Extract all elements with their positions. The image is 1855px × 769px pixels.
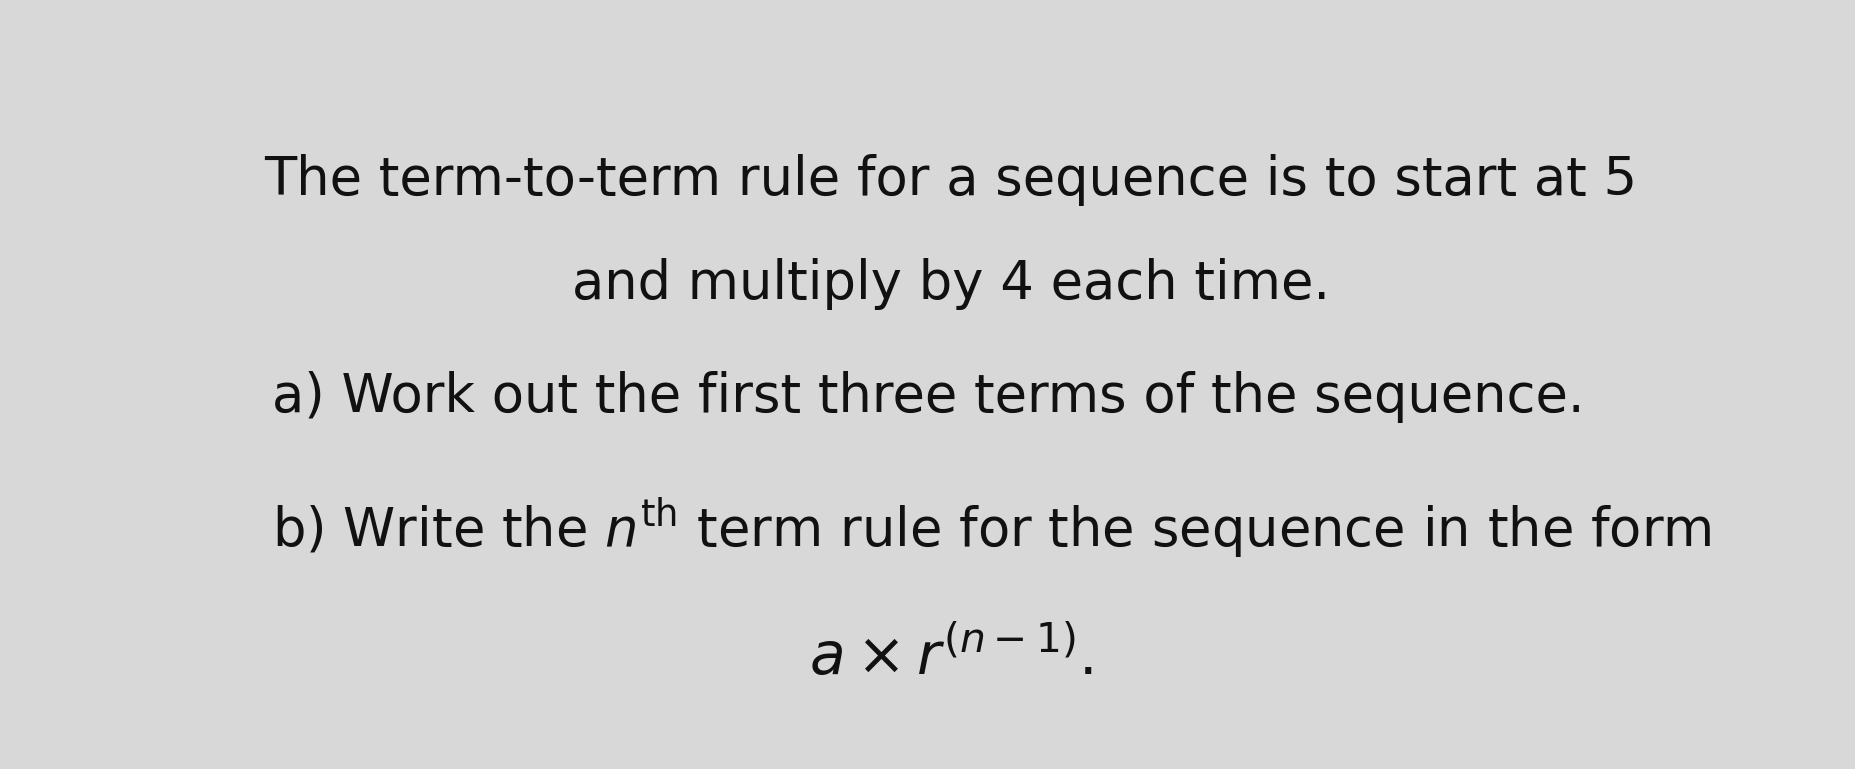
Text: and multiply by 4 each time.: and multiply by 4 each time. (571, 258, 1330, 310)
Text: a) Work out the first three terms of the sequence.: a) Work out the first three terms of the… (273, 371, 1584, 423)
Text: $a \times r^{(n-1)}$.: $a \times r^{(n-1)}$. (809, 628, 1093, 687)
Text: The term-to-term rule for a sequence is to start at 5: The term-to-term rule for a sequence is … (263, 155, 1638, 206)
Text: b) Write the $n^{\mathregular{th}}$ term rule for the sequence in the form: b) Write the $n^{\mathregular{th}}$ term… (273, 495, 1712, 560)
